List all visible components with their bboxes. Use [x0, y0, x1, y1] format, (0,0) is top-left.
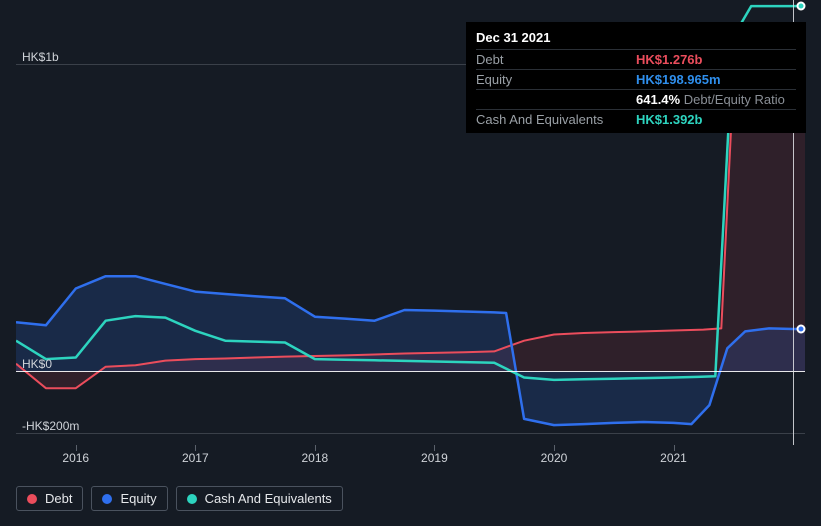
debt-equity-chart: Dec 31 2021 Debt HK$1.276b Equity HK$198…	[0, 0, 821, 526]
legend-dot-icon	[27, 494, 37, 504]
legend-dot-icon	[187, 494, 197, 504]
legend-label: Cash And Equivalents	[205, 491, 332, 506]
y-axis-label: -HK$200m	[22, 419, 79, 433]
series-end-marker-equity	[797, 324, 806, 333]
y-gridline	[16, 433, 805, 434]
tooltip-value: HK$198.965m	[636, 70, 796, 90]
tooltip-label: Equity	[476, 70, 636, 90]
legend-item-equity[interactable]: Equity	[91, 486, 167, 511]
x-axis-label: 2019	[421, 451, 448, 465]
series-end-marker-cash	[797, 2, 806, 11]
legend-dot-icon	[102, 494, 112, 504]
y-axis-label: HK$0	[22, 357, 52, 371]
legend: Debt Equity Cash And Equivalents	[16, 486, 343, 511]
legend-label: Equity	[120, 491, 156, 506]
tooltip-value: 641.4% Debt/Equity Ratio	[636, 90, 796, 110]
tooltip-label: Cash And Equivalents	[476, 110, 636, 130]
x-axis-label: 2018	[302, 451, 329, 465]
tooltip-label: Debt	[476, 50, 636, 70]
tooltip-row-equity: Equity HK$198.965m	[476, 70, 796, 90]
y-baseline	[16, 371, 805, 372]
tooltip-row-cash: Cash And Equivalents HK$1.392b	[476, 110, 796, 130]
chart-tooltip: Dec 31 2021 Debt HK$1.276b Equity HK$198…	[466, 22, 806, 133]
legend-label: Debt	[45, 491, 72, 506]
tooltip-row-debt: Debt HK$1.276b	[476, 50, 796, 70]
tooltip-value: HK$1.392b	[636, 110, 796, 130]
legend-item-cash[interactable]: Cash And Equivalents	[176, 486, 343, 511]
legend-item-debt[interactable]: Debt	[16, 486, 83, 511]
tooltip-date: Dec 31 2021	[476, 28, 796, 49]
y-axis-label: HK$1b	[22, 50, 59, 64]
x-axis-label: 2016	[62, 451, 89, 465]
tooltip-row-ratio: 641.4% Debt/Equity Ratio	[476, 90, 796, 110]
x-axis-label: 2021	[660, 451, 687, 465]
tooltip-value: HK$1.276b	[636, 50, 796, 70]
tooltip-table: Debt HK$1.276b Equity HK$198.965m 641.4%…	[476, 49, 796, 129]
tooltip-label	[476, 90, 636, 110]
x-axis-label: 2017	[182, 451, 209, 465]
x-axis-label: 2020	[541, 451, 568, 465]
